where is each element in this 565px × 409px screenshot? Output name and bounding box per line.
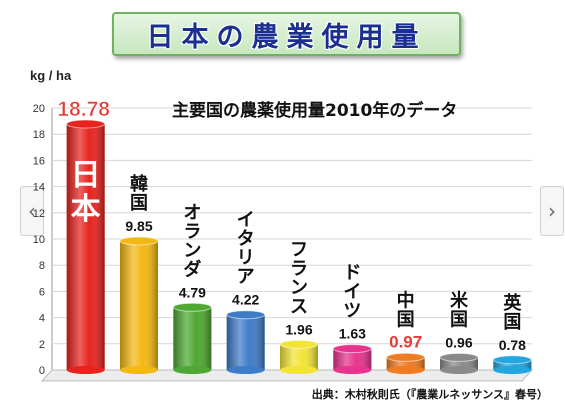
bar-shading bbox=[226, 314, 265, 370]
chevron-right-icon: › bbox=[548, 199, 556, 223]
category-label-char: ド bbox=[343, 263, 361, 284]
value-label: 1.63 bbox=[339, 326, 366, 342]
bar-base-cap bbox=[173, 366, 212, 374]
bar-top-cap bbox=[226, 310, 266, 320]
bar-base-cap bbox=[120, 366, 158, 374]
category-label-char: ア bbox=[237, 267, 255, 288]
next-slide-button[interactable]: › bbox=[540, 186, 564, 236]
bar-top-cap bbox=[119, 236, 159, 246]
bar-top-cap bbox=[332, 344, 372, 354]
value-label: 4.79 bbox=[179, 284, 206, 300]
category-label-char: 国 bbox=[130, 193, 148, 214]
category-label-char: リ bbox=[237, 248, 255, 269]
chevron-left-icon: ‹ bbox=[28, 199, 36, 223]
source-citation: 出典：木村秋則氏（『農業ルネッサンス』春号） bbox=[312, 387, 548, 401]
category-label-char: 中 bbox=[397, 289, 415, 311]
y-tick-label: 10 bbox=[33, 234, 45, 246]
chart-title-box: 日本の農業使用量 bbox=[112, 12, 461, 56]
category-label-char: タ bbox=[237, 229, 255, 250]
bar-top-cap bbox=[66, 119, 106, 129]
value-label: 18.78 bbox=[57, 98, 110, 121]
y-tick-label: 12 bbox=[33, 208, 45, 220]
category-label-char: 国 bbox=[397, 309, 415, 330]
y-tick-label: 4 bbox=[39, 313, 45, 325]
bar-base-cap bbox=[280, 366, 318, 374]
bar-top-cap bbox=[492, 355, 532, 365]
bar-shading bbox=[66, 123, 105, 371]
category-label-char: ン bbox=[290, 277, 308, 298]
category-label-char: イ bbox=[237, 210, 255, 231]
value-label: 9.85 bbox=[125, 218, 152, 234]
category-label-char: 本 bbox=[71, 192, 101, 227]
bar-top-cap bbox=[386, 352, 426, 362]
y-tick-label: 14 bbox=[33, 182, 45, 194]
bar-shading bbox=[493, 359, 532, 370]
value-label: 0.96 bbox=[445, 334, 472, 350]
y-tick-label: 6 bbox=[39, 286, 45, 298]
bar-base-cap bbox=[493, 366, 532, 374]
prev-slide-button[interactable]: ‹ bbox=[20, 186, 44, 236]
category-label-char: フ bbox=[290, 239, 308, 260]
category-label-char: ラ bbox=[183, 221, 201, 242]
category-label-char: 国 bbox=[450, 309, 468, 330]
bar-base-cap bbox=[66, 366, 105, 374]
bar-shading bbox=[173, 307, 212, 370]
category-label-char: ダ bbox=[183, 258, 201, 280]
y-tick-label: 18 bbox=[33, 129, 45, 141]
bar-base-cap bbox=[333, 366, 372, 374]
chart-subtitle: 主要国の農薬使用量2010年のデータ bbox=[172, 100, 457, 121]
y-tick-label: 0 bbox=[39, 365, 45, 377]
bar-top-cap bbox=[439, 352, 479, 362]
bar-shading bbox=[333, 348, 372, 370]
y-tick-label: 8 bbox=[39, 260, 45, 272]
bar-base-cap bbox=[226, 366, 265, 374]
category-label-char: イ bbox=[343, 282, 361, 303]
chart-title: 日本の農業使用量 bbox=[146, 21, 427, 53]
category-label-char: ス bbox=[290, 296, 308, 317]
category-label-char: 韓 bbox=[130, 173, 148, 195]
category-label-char: ン bbox=[183, 240, 201, 261]
value-label: 0.97 bbox=[389, 332, 422, 351]
bar-top-cap bbox=[279, 339, 319, 349]
value-label: 1.96 bbox=[285, 321, 312, 337]
category-label-char: 米 bbox=[450, 289, 469, 311]
value-label: 0.78 bbox=[499, 337, 526, 353]
category-label-char: 日 bbox=[71, 158, 101, 193]
y-tick-label: 20 bbox=[33, 103, 45, 115]
category-label-char: ツ bbox=[343, 301, 361, 322]
bar-base-cap bbox=[440, 366, 478, 374]
category-label-char: 英 bbox=[502, 292, 522, 314]
category-label-char: 国 bbox=[503, 312, 521, 333]
value-label: 4.22 bbox=[232, 292, 259, 308]
bar-shading bbox=[120, 240, 158, 370]
bar-base-cap bbox=[386, 366, 425, 374]
y-tick-label: 16 bbox=[33, 155, 45, 167]
bar-top-cap bbox=[172, 302, 212, 312]
category-label-char: ラ bbox=[290, 258, 308, 279]
category-label-char: オ bbox=[183, 202, 201, 223]
y-axis-label: kg / ha bbox=[30, 68, 72, 83]
y-tick-label: 2 bbox=[39, 339, 45, 351]
